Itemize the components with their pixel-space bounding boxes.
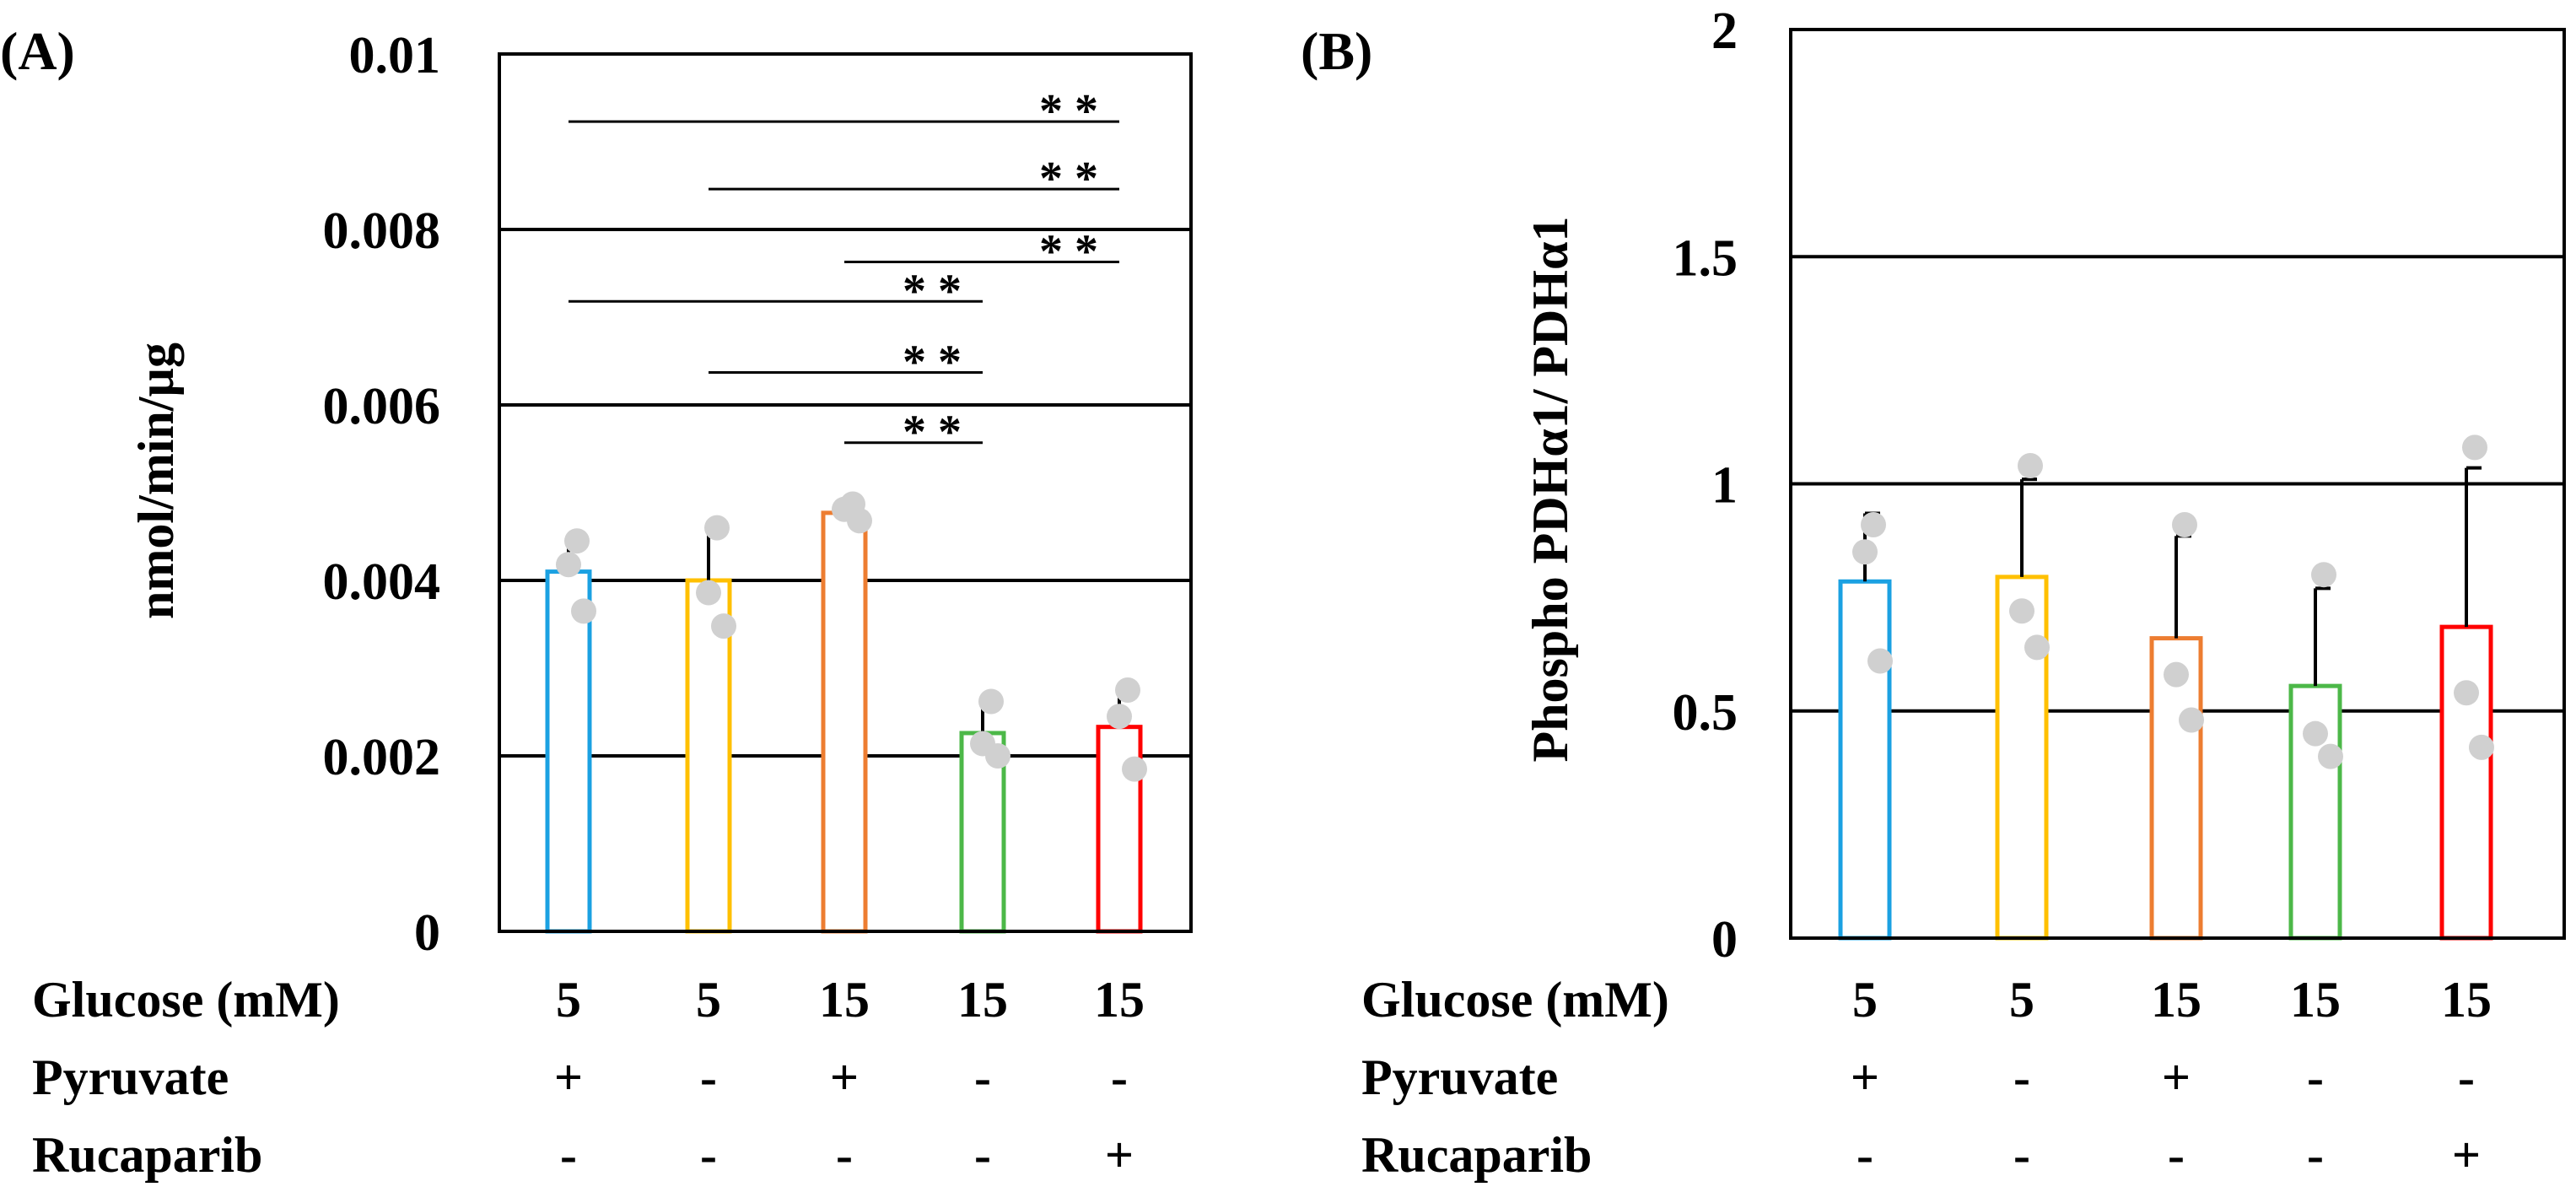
glucose-value: 5	[696, 972, 721, 1028]
significance-stars: * *	[1039, 225, 1098, 278]
significance-stars: * *	[1039, 153, 1098, 205]
glucose-value: 15	[2151, 972, 2201, 1028]
data-point	[2009, 598, 2034, 624]
data-point	[2311, 562, 2336, 588]
row-label-glucose: Glucose (mM)	[32, 972, 340, 1028]
rucaparib-value: +	[2452, 1127, 2481, 1183]
rucaparib-value: -	[2307, 1127, 2324, 1183]
panel-b-condition-table: Glucose (mM) Pyruvate Rucaparib 5 5 15 15 15…	[1361, 972, 2492, 1183]
pyruvate-value: +	[2162, 1049, 2191, 1105]
data-point	[2018, 452, 2043, 478]
panel-a-y-axis-label: nmol/min/µg	[128, 343, 184, 619]
bar	[821, 510, 868, 934]
data-point	[571, 598, 596, 624]
row-label-pyruvate: Pyruvate	[1361, 1049, 1558, 1105]
y-tick-label: 1.5	[1673, 229, 1738, 287]
data-point	[556, 552, 581, 578]
rucaparib-value: -	[974, 1127, 991, 1183]
y-tick-label: 1	[1711, 457, 1738, 515]
pyruvate-value: -	[2307, 1049, 2324, 1105]
panel-a-label: (A)	[0, 21, 75, 81]
rucaparib-value: -	[1857, 1127, 1873, 1183]
glucose-value: 15	[2441, 972, 2492, 1028]
y-tick-label: 0.002	[323, 729, 441, 786]
bar	[545, 569, 592, 934]
data-point	[2172, 511, 2197, 537]
data-point	[978, 688, 1004, 715]
rucaparib-value: -	[836, 1127, 853, 1183]
data-point	[1122, 756, 1147, 782]
row-label-pyruvate: Pyruvate	[32, 1049, 229, 1105]
y-tick-label: 0	[1711, 911, 1738, 968]
rucaparib-value: -	[700, 1127, 717, 1183]
glucose-value: 5	[2009, 972, 2034, 1028]
glucose-value: 5	[1852, 972, 1878, 1028]
y-tick-label: 0.008	[323, 202, 441, 260]
plot-frame	[1789, 28, 2566, 940]
pyruvate-value: +	[830, 1049, 859, 1105]
data-point	[2469, 734, 2494, 760]
bar	[1995, 575, 2049, 941]
pyruvate-value: -	[1111, 1049, 1128, 1105]
significance-stars: * *	[903, 407, 962, 459]
row-label-rucaparib: Rucaparib	[32, 1127, 262, 1183]
pyruvate-value: -	[700, 1049, 717, 1105]
row-label-rucaparib: Rucaparib	[1361, 1127, 1592, 1183]
data-point	[1852, 539, 1878, 565]
y-tick-label: 0.5	[1673, 684, 1738, 742]
panel-b-chart: (B) Phospho PDHα1/ PDHα1 0 0.5 1 1.5 2	[1301, 3, 2566, 968]
glucose-value: 15	[1094, 972, 1145, 1028]
pyruvate-value: -	[2013, 1049, 2030, 1105]
significance-stars: * *	[903, 337, 962, 389]
data-point	[2303, 720, 2328, 747]
data-point	[985, 743, 1010, 769]
panel-a-condition-table: Glucose (mM) Pyruvate Rucaparib 5 5 15 15 15…	[32, 972, 1145, 1183]
panel-b-y-axis-label: Phospho PDHα1/ PDHα1	[1522, 216, 1578, 762]
rucaparib-value: -	[560, 1127, 577, 1183]
rucaparib-value: +	[1105, 1127, 1134, 1183]
data-point	[696, 580, 721, 606]
glucose-value: 15	[819, 972, 870, 1028]
panel-a-chart: (A) nmol/min/µg 0 0.002 0.004 0.006 0.008 0.0…	[0, 21, 1193, 962]
data-point	[1861, 511, 1886, 537]
data-point	[847, 508, 872, 534]
data-point	[2318, 743, 2343, 769]
y-tick-label: 0.006	[323, 378, 441, 435]
data-point	[2024, 634, 2050, 661]
data-point	[711, 613, 736, 639]
data-point	[2179, 707, 2204, 733]
pyruvate-value: +	[554, 1049, 583, 1105]
y-tick-label: 0	[414, 904, 440, 962]
data-point	[704, 515, 730, 541]
y-tick-label: 0.004	[323, 553, 441, 611]
glucose-value: 5	[556, 972, 581, 1028]
glucose-value: 15	[957, 972, 1008, 1028]
data-point	[2164, 661, 2189, 688]
significance-stars: * *	[903, 265, 962, 317]
data-point	[1867, 648, 1893, 674]
pyruvate-value: -	[974, 1049, 991, 1105]
plot-frame	[498, 52, 1193, 933]
data-point	[564, 528, 590, 554]
y-tick-label: 0.01	[349, 27, 441, 84]
panel-b-label: (B)	[1301, 21, 1372, 81]
rucaparib-value: -	[2168, 1127, 2185, 1183]
bar	[2149, 636, 2203, 941]
significance-stars: * *	[1039, 85, 1098, 138]
bar	[2439, 624, 2493, 941]
y-tick-label: 2	[1711, 3, 1738, 60]
data-point	[2462, 434, 2487, 461]
data-point	[1107, 704, 1132, 730]
row-label-glucose: Glucose (mM)	[1361, 972, 1669, 1028]
glucose-value: 15	[2290, 972, 2341, 1028]
bar	[1838, 579, 1892, 941]
data-point	[1115, 677, 1140, 703]
data-point	[2454, 680, 2479, 706]
pyruvate-value: +	[1851, 1049, 1879, 1105]
rucaparib-value: -	[2013, 1127, 2030, 1183]
pyruvate-value: -	[2458, 1049, 2475, 1105]
